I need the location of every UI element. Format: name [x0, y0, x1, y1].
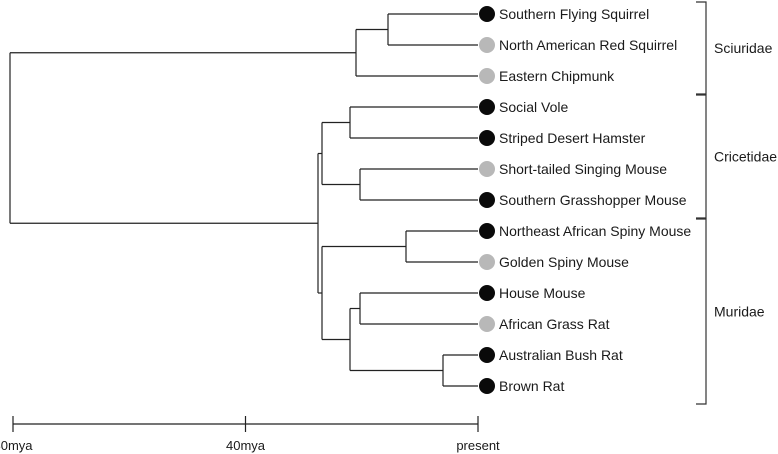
taxon-label: Southern Flying Squirrel [499, 6, 649, 22]
family-label: Sciuridae [714, 40, 773, 56]
taxon-label: Southern Grasshopper Mouse [499, 192, 687, 208]
taxon-marker-grey [479, 161, 495, 177]
taxon-label: Brown Rat [499, 378, 564, 394]
taxon-marker-black [479, 378, 495, 394]
family-bracket [696, 94, 707, 219]
taxon-marker-black [479, 285, 495, 301]
taxon-label: North American Red Squirrel [499, 37, 677, 53]
family-bracket [696, 1, 707, 95]
taxon-marker-black [479, 223, 495, 239]
time-axis-tick-label: 80mya [0, 438, 33, 453]
time-axis-tick-label: 40mya [226, 438, 266, 453]
taxon-label: Social Vole [499, 99, 568, 115]
family-bracket [696, 218, 707, 405]
taxon-marker-grey [479, 254, 495, 270]
taxon-label: Australian Bush Rat [499, 347, 623, 363]
taxon-label: African Grass Rat [499, 316, 610, 332]
time-axis-tick-label: present [456, 438, 500, 453]
taxon-label: Golden Spiny Mouse [499, 254, 629, 270]
taxon-marker-grey [479, 316, 495, 332]
taxon-marker-black [479, 130, 495, 146]
family-label: Cricetidae [714, 149, 777, 165]
taxon-marker-black [479, 99, 495, 115]
taxon-label: Eastern Chipmunk [499, 68, 615, 84]
family-label: Muridae [714, 304, 765, 320]
taxon-label: Short-tailed Singing Mouse [499, 161, 667, 177]
taxon-marker-grey [479, 37, 495, 53]
taxon-label: House Mouse [499, 285, 586, 301]
taxon-marker-grey [479, 68, 495, 84]
taxon-marker-black [479, 6, 495, 22]
taxon-label: Striped Desert Hamster [499, 130, 646, 146]
taxon-label: Northeast African Spiny Mouse [499, 223, 691, 239]
taxon-marker-black [479, 192, 495, 208]
taxon-marker-black [479, 347, 495, 363]
